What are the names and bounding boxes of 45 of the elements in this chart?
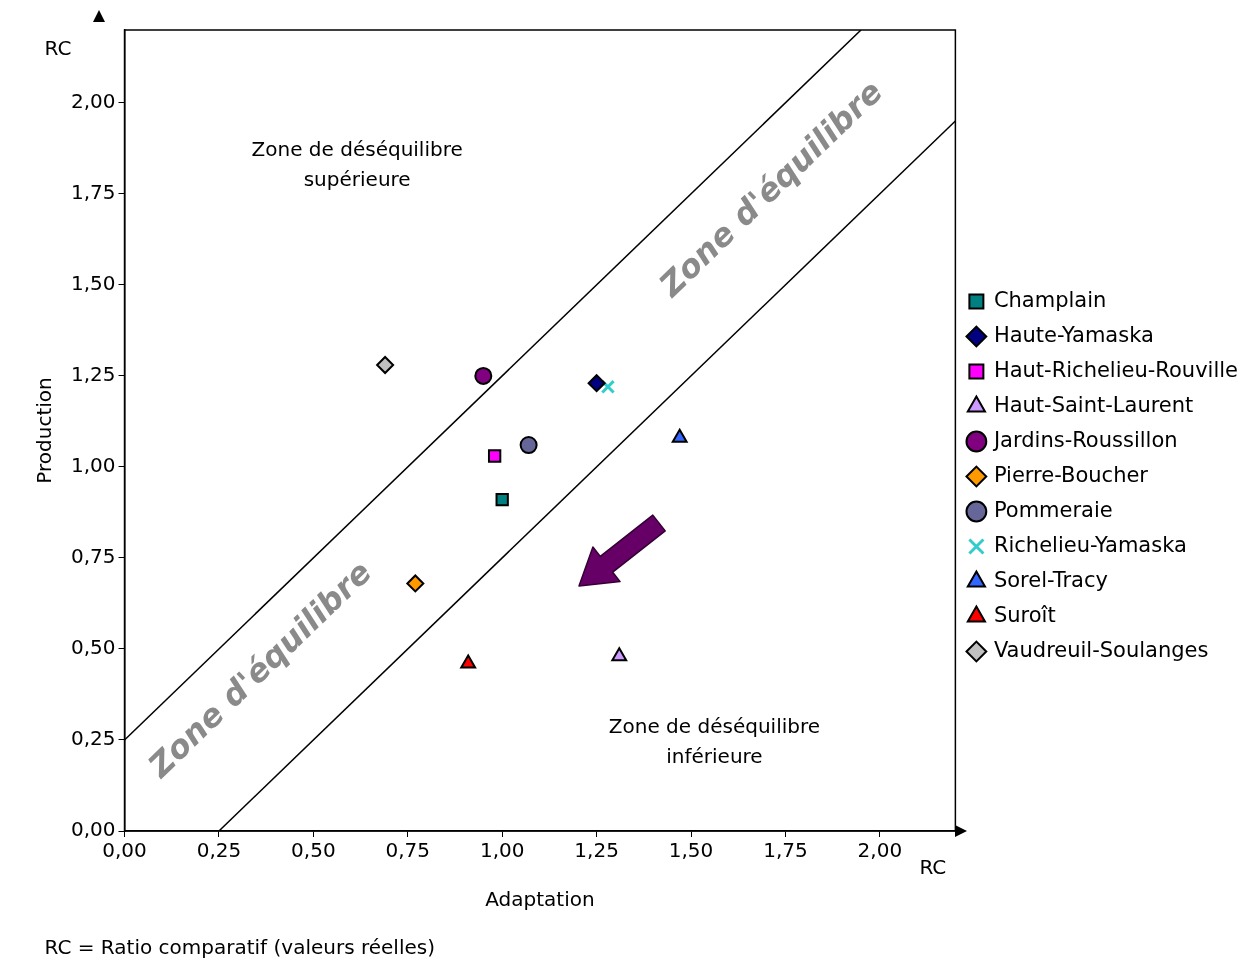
point [495,493,509,507]
point [406,574,425,593]
point [460,654,477,669]
y-tick-label: 0,75 [71,544,116,569]
legend-label: Pierre-Boucher [993,462,1149,487]
point [671,428,688,443]
legend-label: Jardins-Roussillon [991,427,1178,452]
x-tick-label: 1,75 [763,838,808,863]
point [587,374,606,393]
y-tick-label: 2,00 [71,89,116,114]
legend-label: Haute-Yamaska [993,322,1154,347]
x-tick-label: 1,50 [668,838,714,863]
text: RC = Ratio comparatif (valeurs réelles) [44,935,435,960]
text: RC [44,36,72,61]
annotation: Zone de déséquilibre supérieure [251,137,463,192]
x-tick-label: 0,50 [291,838,336,863]
legend-label: Pommeraie [993,497,1113,522]
x-tick-label: 0,75 [385,838,431,863]
legend-label: Haut-Richelieu-Rouville [993,357,1239,382]
x-tick-label: 2,00 [857,838,903,863]
legend-label: Champlain [993,287,1107,312]
legend-label: Vaudreuil-Soulanges [993,637,1209,662]
legend-label: Haut-Saint-Laurent [993,392,1194,417]
point [600,379,616,394]
text: RC [919,855,947,880]
x-tick-label: 1,00 [479,838,525,863]
y-tick-label: 1,25 [71,362,116,387]
point [611,647,628,662]
x-tick-label: 1,25 [574,838,619,863]
y-tick-label: 0,25 [71,726,116,751]
point [487,449,502,463]
y-tick-label: 0,50 [71,635,116,660]
x-axis-title: Adaptation [485,887,595,912]
x-tick-label: 0,25 [196,838,242,863]
y-axis-title: Production [32,377,57,484]
y-tick-label: 1,00 [71,453,116,478]
annotation: Zone de déséquilibre inférieure [608,714,821,769]
point [376,355,395,374]
y-tick-label: 1,75 [71,180,116,205]
legend-label: Richelieu-Yamaska [993,532,1187,557]
point [519,436,538,455]
point [474,366,493,385]
y-tick-label: 1,50 [71,271,116,296]
legend-label: Sorel-Tracy [993,567,1108,592]
legend-label: Suroît [993,602,1056,627]
